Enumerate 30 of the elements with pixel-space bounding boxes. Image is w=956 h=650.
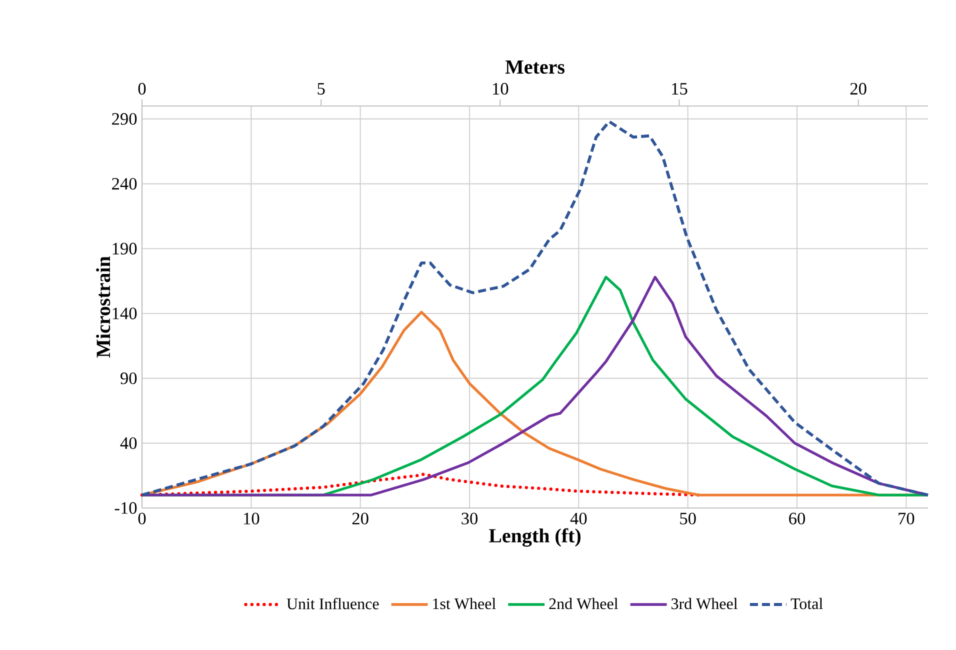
x2-tick-label: 10	[493, 82, 508, 95]
x2-tick-label: 15	[672, 83, 688, 95]
x2-axis-title: Meters	[505, 60, 565, 74]
x-tick-label: 40	[570, 512, 587, 524]
y-tick-label: 190	[112, 242, 137, 254]
y-axis-title: Microstrain	[96, 256, 110, 358]
y-tick-label: 240	[112, 178, 137, 190]
x-tick-label: 30	[462, 512, 478, 524]
x2-tick-label: 5	[318, 83, 325, 95]
legend-label: 1st Wheel	[433, 598, 496, 610]
x-tick-label: 20	[352, 512, 368, 524]
line-series	[140, 472, 700, 497]
y-tick-label: 290	[112, 113, 137, 125]
y-tick-label: 40	[120, 437, 137, 450]
legend-label: Total	[790, 598, 823, 610]
x-axis-title: Length (ft)	[488, 528, 580, 547]
x-tick-label: 10	[244, 512, 260, 524]
x-tick-label: 60	[789, 512, 806, 524]
x2-tick-label: 0	[138, 82, 146, 95]
x-tick-label: 50	[680, 512, 696, 524]
legend-label: 2nd Wheel	[549, 598, 618, 610]
x2-tick-label: 20	[850, 82, 866, 95]
y-tick-label: 140	[112, 308, 137, 320]
legend-label: Unit Influence	[286, 598, 379, 610]
line-series	[140, 120, 930, 496]
y-tick-label: 90	[120, 372, 137, 384]
y-tick-label: -10	[114, 502, 137, 514]
x-tick-label: 70	[898, 512, 914, 524]
legend-label: 3rd Wheel	[672, 598, 738, 610]
x-tick-label: 0	[138, 512, 146, 524]
